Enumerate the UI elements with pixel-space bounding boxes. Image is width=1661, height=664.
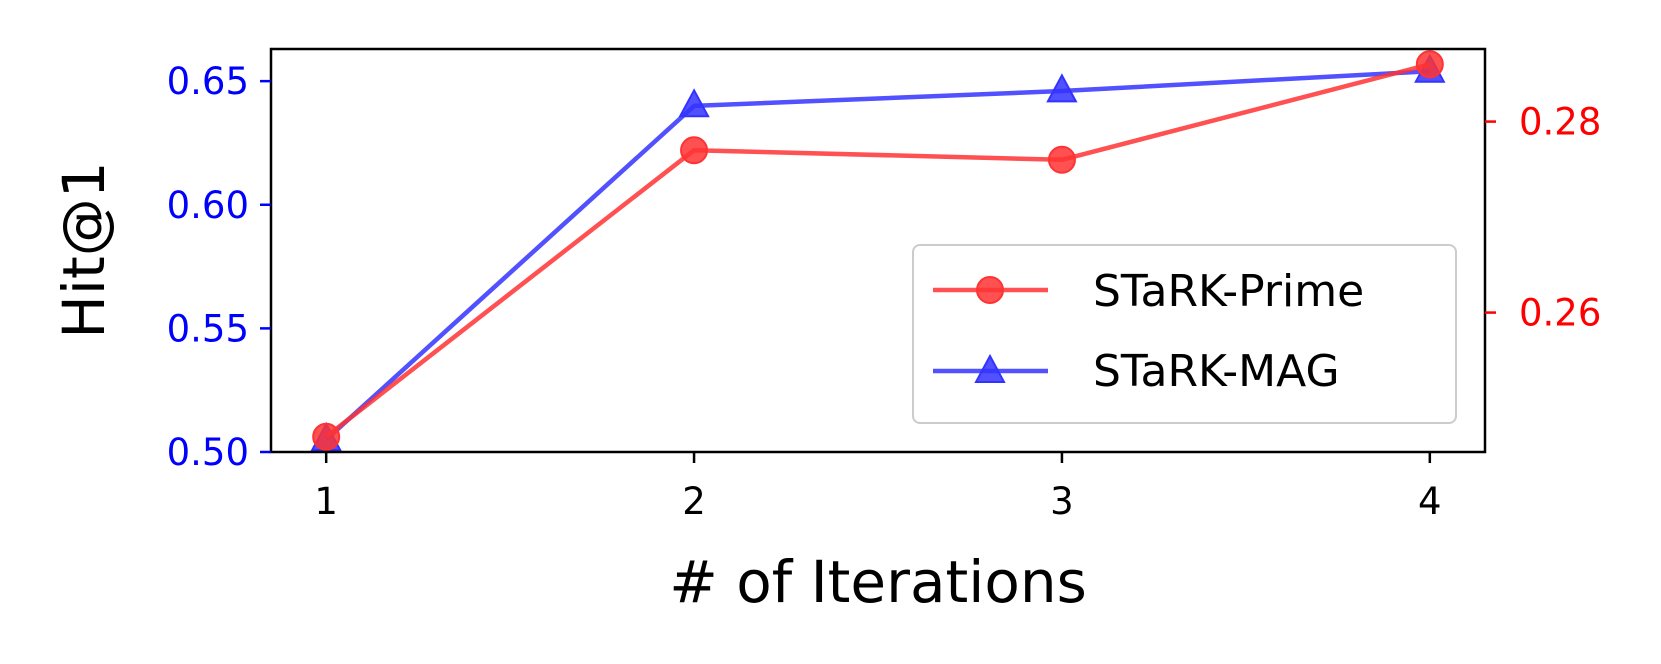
x-tick-label: 2	[682, 480, 706, 523]
legend-label-stark-prime: STaRK-Prime	[1093, 266, 1364, 317]
plot-layer	[310, 50, 1446, 451]
legend-label-stark-mag: STaRK-MAG	[1093, 346, 1340, 397]
series-line-stark-prime	[324, 62, 1431, 439]
axes-layer: 1 2 3 4 0.50 0.55 0.60 0.65 0.26 0.28	[167, 60, 1602, 523]
legend-marker-stark-prime	[976, 276, 1004, 304]
plot-frame	[269, 47, 1487, 454]
legend-marker-stark-mag	[974, 353, 1006, 383]
data-point-stark-prime	[680, 136, 709, 165]
data-point-stark-mag	[1046, 73, 1078, 103]
x-tick-label: 1	[314, 480, 338, 523]
data-point-stark-prime	[1047, 145, 1076, 174]
data-point-stark-prime	[312, 422, 341, 451]
y-right-tick-label: 0.28	[1519, 101, 1601, 144]
legend-box	[912, 244, 1457, 424]
y-left-tick-label: 0.65	[167, 60, 249, 103]
x-tick-label: 3	[1050, 480, 1074, 523]
data-point-stark-prime	[1415, 50, 1444, 79]
data-point-stark-mag	[678, 88, 710, 118]
series-line-stark-mag	[324, 69, 1430, 442]
y-left-tick-label: 0.55	[167, 307, 249, 350]
y-right-tick-label: 0.26	[1519, 292, 1601, 335]
y-left-tick-label: 0.60	[167, 184, 249, 227]
y-left-tick-label: 0.50	[167, 431, 249, 474]
x-tick-label: 4	[1418, 480, 1442, 523]
y-axis-title: Hit@1	[50, 161, 118, 338]
legend: STaRK-Prime STaRK-MAG	[912, 244, 1457, 424]
x-axis-title: # of Iterations	[669, 548, 1087, 616]
